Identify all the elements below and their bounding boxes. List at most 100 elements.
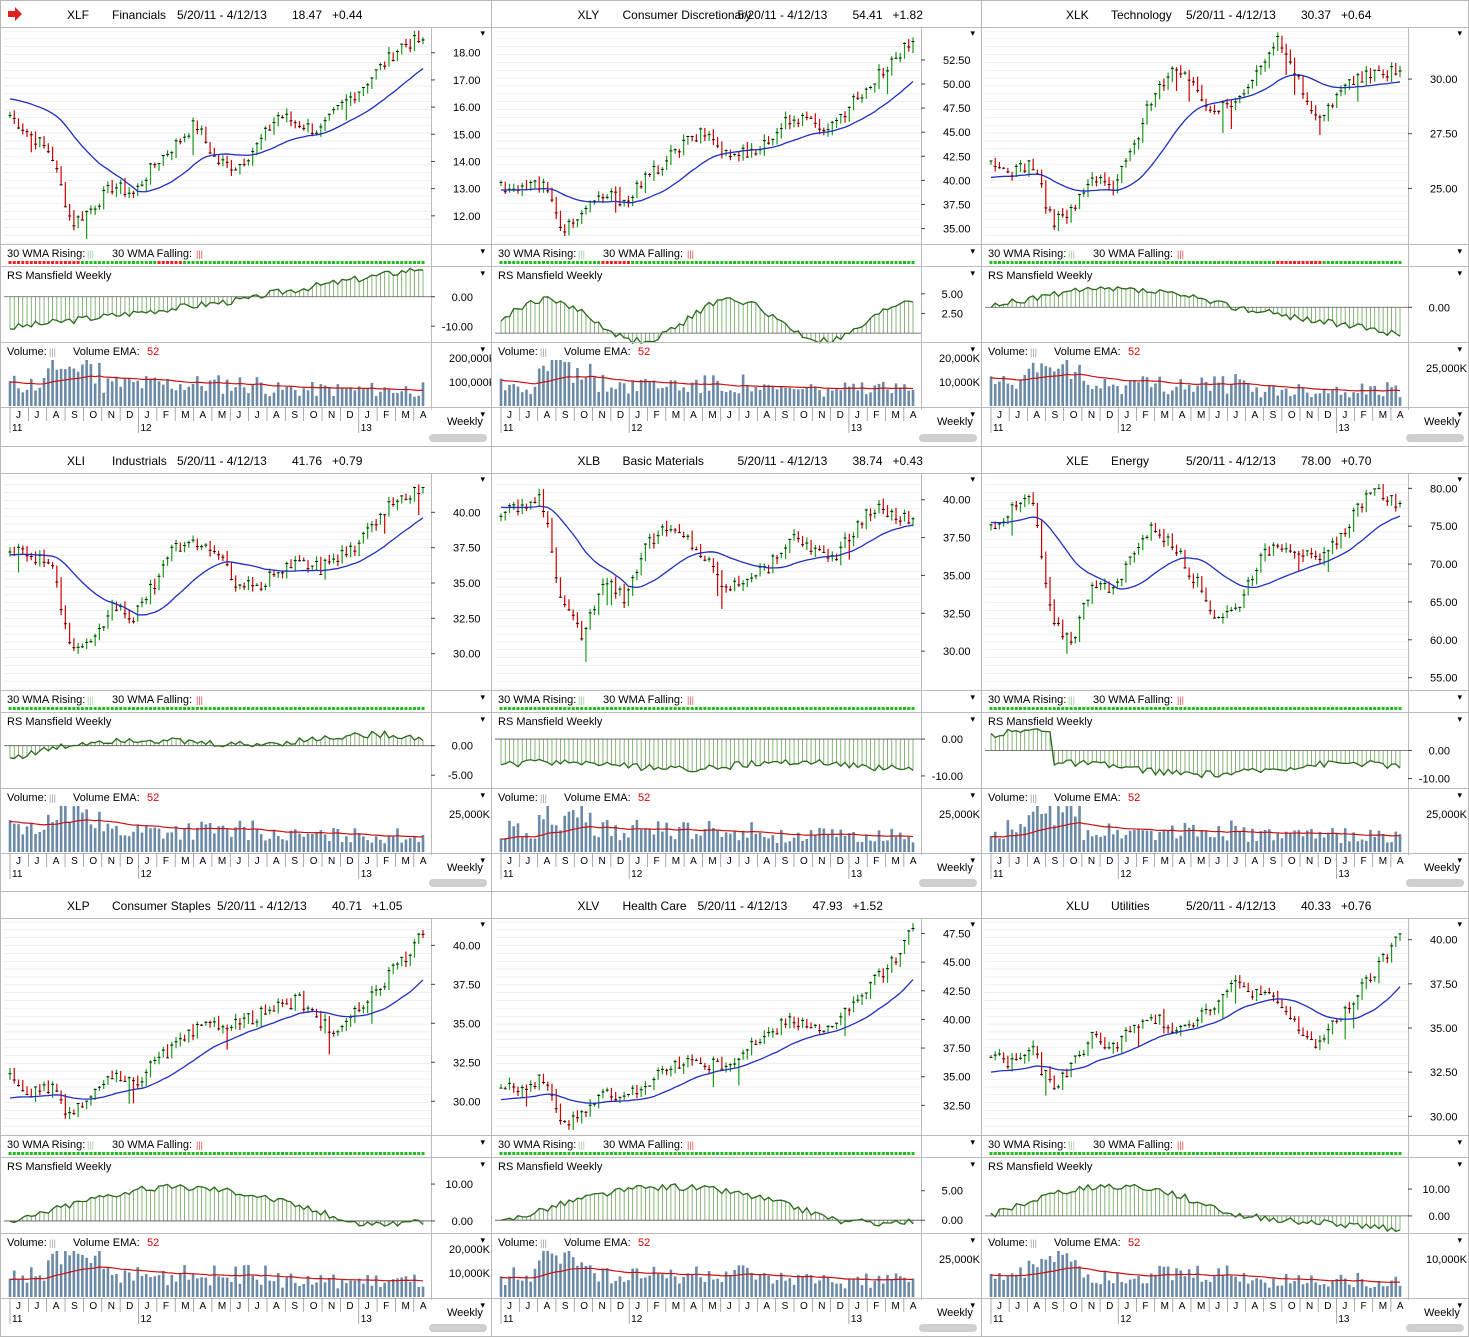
volume-bar — [639, 829, 643, 852]
volume-bar — [230, 836, 233, 852]
wma-status-dot — [1196, 261, 1200, 264]
wma-status-dot — [59, 1152, 63, 1155]
period-menu-icon[interactable]: ▾ — [970, 409, 975, 419]
volume-bar — [588, 363, 592, 406]
horizontal-scrollbar[interactable] — [429, 879, 487, 887]
panel-menu-icon[interactable]: ▾ — [480, 1235, 485, 1245]
panel-menu-icon[interactable]: ▾ — [970, 714, 975, 724]
panel-menu-icon[interactable]: ▾ — [970, 246, 975, 256]
panel-menu-icon[interactable]: ▾ — [480, 919, 485, 929]
period-selector[interactable]: Weekly — [1424, 862, 1460, 874]
panel-menu-icon[interactable]: ▾ — [480, 268, 485, 278]
wma-status-dot — [792, 261, 796, 264]
panel-menu-icon[interactable]: ▾ — [970, 790, 975, 800]
volume-bar — [1390, 842, 1393, 852]
panel-menu-icon[interactable]: ▾ — [480, 28, 485, 38]
wma-status-dot — [1040, 707, 1044, 710]
panel-menu-icon[interactable]: ▾ — [480, 790, 485, 800]
wma-status-dot — [997, 261, 1001, 264]
volume-bar — [85, 360, 88, 406]
period-selector[interactable]: Weekly — [937, 862, 973, 874]
period-menu-icon[interactable]: ▾ — [1457, 409, 1462, 419]
panel-menu-icon[interactable]: ▾ — [1457, 692, 1462, 702]
panel-menu-icon[interactable]: ▾ — [1457, 344, 1462, 354]
volume-bar — [873, 385, 877, 406]
volume-bar — [310, 381, 314, 406]
volume-bar — [860, 1285, 864, 1297]
panel-menu-icon[interactable]: ▾ — [970, 268, 975, 278]
panel-menu-icon[interactable]: ▾ — [970, 28, 975, 38]
chart-svg-xlb: XLB Basic Materials 5/20/11 - 4/12/13 38.74… — [492, 454, 981, 887]
panel-menu-icon[interactable]: ▾ — [480, 692, 485, 702]
panel-menu-icon[interactable]: ▾ — [970, 1159, 975, 1169]
horizontal-scrollbar[interactable] — [429, 434, 487, 442]
month-label: D — [346, 856, 353, 867]
volume-bar — [525, 833, 528, 852]
panel-menu-icon[interactable]: ▾ — [480, 714, 485, 724]
period-menu-icon[interactable]: ▾ — [480, 409, 485, 419]
panel-menu-icon[interactable]: ▾ — [1457, 28, 1462, 38]
wma-status-dot — [191, 261, 195, 264]
horizontal-scrollbar[interactable] — [919, 879, 977, 887]
volume-bar — [993, 383, 997, 406]
period-selector[interactable]: Weekly — [447, 1307, 483, 1319]
panel-menu-icon[interactable]: ▾ — [970, 344, 975, 354]
month-label: A — [1397, 410, 1404, 421]
period-menu-icon[interactable]: ▾ — [1457, 855, 1462, 865]
panel-menu-icon[interactable]: ▾ — [1457, 474, 1462, 484]
panel-menu-icon[interactable]: ▾ — [480, 1137, 485, 1147]
wma-status-dot — [272, 707, 276, 710]
panel-menu-icon[interactable]: ▾ — [480, 1159, 485, 1169]
period-menu-icon[interactable]: ▾ — [970, 855, 975, 865]
wma-status-dot — [860, 261, 864, 264]
volume-bar — [686, 1273, 690, 1297]
volume-bar — [1200, 830, 1204, 852]
volume-bar — [319, 1275, 323, 1297]
horizontal-scrollbar[interactable] — [919, 434, 977, 442]
panel-menu-icon[interactable]: ▾ — [480, 344, 485, 354]
volume-tick-label: 20,000K — [939, 353, 981, 365]
volume-bar — [1002, 375, 1005, 406]
price-tick-label: 40.00 — [453, 507, 481, 519]
panel-menu-icon[interactable]: ▾ — [1457, 268, 1462, 278]
panel-menu-icon[interactable]: ▾ — [480, 474, 485, 484]
wma-status-dot — [1284, 261, 1288, 264]
wma-status-dot — [771, 261, 775, 264]
panel-menu-icon[interactable]: ▾ — [970, 1137, 975, 1147]
panel-menu-icon[interactable]: ▾ — [1457, 246, 1462, 256]
volume-bar — [801, 840, 804, 852]
red-arrow-icon[interactable] — [8, 7, 22, 21]
panel-menu-icon[interactable]: ▾ — [1457, 790, 1462, 800]
period-menu-icon[interactable]: ▾ — [480, 1300, 485, 1310]
wma-status-dot — [1394, 707, 1398, 710]
wma-status-dot — [370, 261, 374, 264]
panel-menu-icon[interactable]: ▾ — [970, 474, 975, 484]
horizontal-scrollbar[interactable] — [1406, 434, 1464, 442]
wma-status-dot — [310, 707, 314, 710]
volume-bar — [656, 821, 660, 852]
wma-status-dot — [229, 261, 233, 264]
horizontal-scrollbar[interactable] — [1406, 879, 1464, 887]
panel-menu-icon[interactable]: ▾ — [970, 692, 975, 702]
volume-bar — [508, 820, 511, 852]
panel-menu-icon[interactable]: ▾ — [970, 919, 975, 929]
period-selector[interactable]: Weekly — [937, 416, 973, 428]
panel-menu-icon[interactable]: ▾ — [1457, 714, 1462, 724]
month-label: D — [617, 856, 624, 867]
volume-bar — [1293, 830, 1296, 852]
month-label: J — [1015, 410, 1020, 421]
price-tick-label: 37.50 — [453, 979, 481, 991]
period-menu-icon[interactable]: ▾ — [480, 855, 485, 865]
horizontal-scrollbar[interactable] — [429, 1324, 487, 1332]
wma-status-dot — [826, 261, 830, 264]
period-selector[interactable]: Weekly — [1424, 416, 1460, 428]
wma-status-dot — [63, 261, 67, 264]
period-selector[interactable]: Weekly — [447, 416, 483, 428]
wma-status-dot — [93, 261, 97, 264]
panel-menu-icon[interactable]: ▾ — [970, 1235, 975, 1245]
period-selector[interactable]: Weekly — [447, 862, 483, 874]
volume-bar — [1171, 825, 1174, 852]
panel-menu-icon[interactable]: ▾ — [480, 246, 485, 256]
volume-bar — [310, 833, 314, 852]
